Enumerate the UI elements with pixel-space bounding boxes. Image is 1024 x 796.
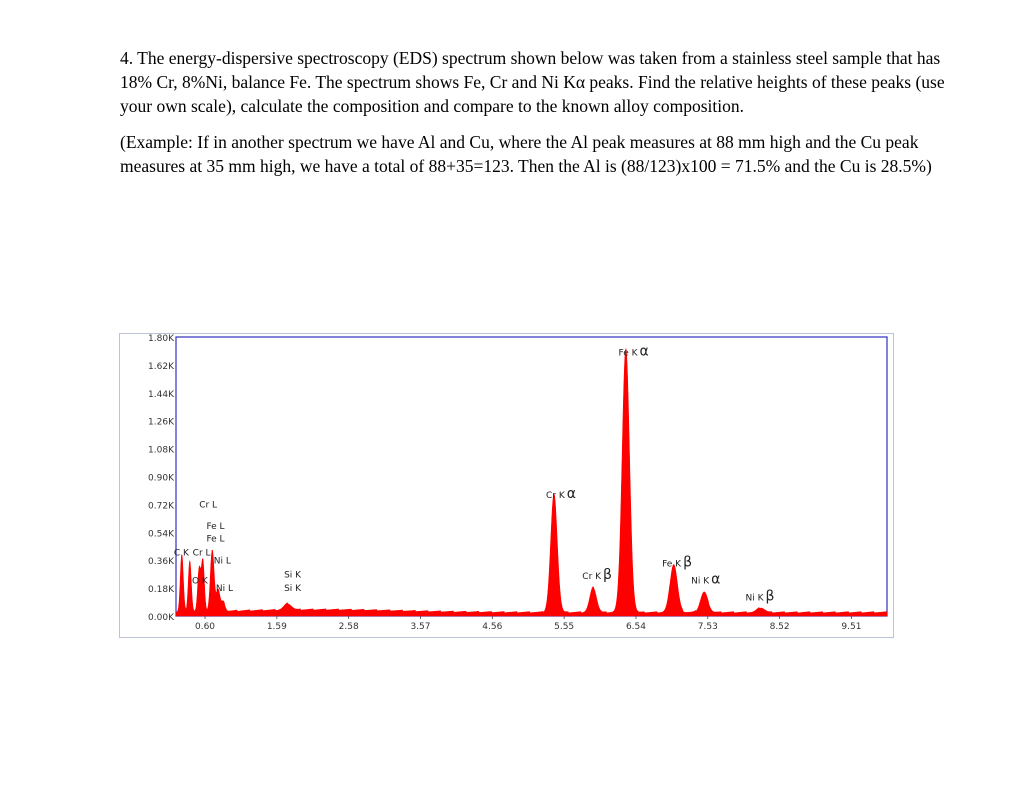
peak-annotation: Cr L <box>193 549 211 559</box>
y-tick-label: 1.62K <box>148 362 175 372</box>
example-paragraph: (Example: If in another spectrum we have… <box>120 132 932 176</box>
question-paragraph: 4. The energy-dispersive spectroscopy (E… <box>120 48 945 116</box>
x-tick-label: 7.53 <box>698 622 718 632</box>
eds-spectrum-chart: 0.00K 0.18K 0.36K 0.54K 0.72K 0.90K 1.08K 1.26K… <box>119 333 894 638</box>
spectrum-series <box>175 347 888 617</box>
peak-annotation: Fe L <box>206 535 224 545</box>
x-tick-label: 1.59 <box>267 622 287 632</box>
peak-annotation: Cr L <box>199 501 217 511</box>
y-tick-label: 1.08K <box>148 446 175 456</box>
x-tick-label: 9.51 <box>841 622 861 632</box>
y-tick-label: 1.44K <box>148 390 175 400</box>
y-tick-label: 0.36K <box>148 557 175 567</box>
peak-annotation: Si K <box>284 584 302 594</box>
y-tick-label: 0.72K <box>148 501 175 511</box>
y-tick-label: 0.00K <box>148 613 175 623</box>
peak-annotation: Si K <box>284 570 302 580</box>
x-tick-label: 6.54 <box>626 622 646 632</box>
x-tick-label: 5.55 <box>554 622 574 632</box>
peak-annotation: Ni L <box>214 556 231 566</box>
plot-frame <box>175 336 888 617</box>
peak-annotation: Fe L <box>206 522 224 532</box>
peak-annotation: Ni L <box>216 584 233 594</box>
peak-annotation: C K <box>174 549 190 559</box>
y-tick-label: 1.80K <box>148 334 175 344</box>
x-tick-label: 0.60 <box>195 622 215 632</box>
y-tick-label: 0.90K <box>148 474 175 484</box>
y-tick-label: 0.54K <box>148 529 175 539</box>
x-tick-label: 8.52 <box>770 622 790 632</box>
question-text: 4. The energy-dispersive spectroscopy (E… <box>120 46 970 190</box>
x-tick-label: 4.56 <box>482 622 502 632</box>
x-tick-label: 3.57 <box>410 622 430 632</box>
peak-annotation: O K <box>192 576 209 586</box>
x-tick-label: 2.58 <box>339 622 359 632</box>
chart-svg: 0.00K 0.18K 0.36K 0.54K 0.72K 0.90K 1.08K 1.26K… <box>148 334 888 632</box>
y-tick-label: 0.18K <box>148 585 175 595</box>
y-tick-label: 1.26K <box>148 418 175 428</box>
